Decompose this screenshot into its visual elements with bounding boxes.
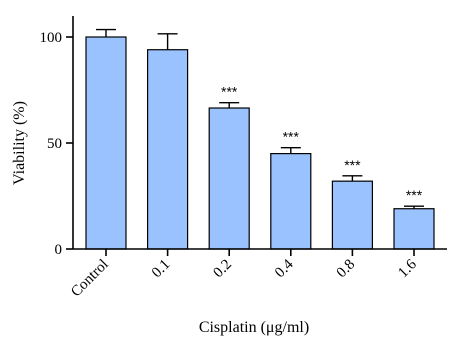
x-tick-label-0: Control bbox=[68, 257, 112, 301]
significance-label-2: *** bbox=[221, 84, 238, 100]
significance-labels: *** *** *** *** bbox=[221, 84, 423, 203]
y-axis-title: Viability (%) bbox=[11, 101, 28, 185]
error-bar-2 bbox=[219, 102, 240, 109]
x-tick-label-2: 0.2 bbox=[210, 257, 235, 282]
x-axis-title: Cisplatin (μg/ml) bbox=[199, 319, 309, 336]
bar-4 bbox=[331, 180, 373, 250]
significance-label-5: *** bbox=[406, 187, 423, 203]
y-tick-label-0: 0 bbox=[55, 242, 63, 258]
bar-0 bbox=[85, 36, 127, 250]
x-axis-ticks: Control 0.1 0.2 0.4 0.8 1.6 bbox=[68, 249, 420, 300]
significance-label-3: *** bbox=[283, 129, 300, 145]
error-bar-3 bbox=[280, 146, 301, 154]
error-bar-1 bbox=[157, 33, 178, 50]
bar-5 bbox=[393, 208, 435, 250]
error-bar-5 bbox=[404, 205, 424, 209]
x-tick-label-5: 1.6 bbox=[395, 256, 420, 281]
bar-2 bbox=[208, 107, 250, 250]
bar-3 bbox=[270, 153, 312, 250]
bar-1 bbox=[147, 49, 189, 250]
x-tick-label-4: 0.8 bbox=[334, 257, 359, 282]
error-bar-4 bbox=[342, 175, 363, 182]
x-tick-label-1: 0.1 bbox=[149, 257, 174, 282]
bars bbox=[85, 36, 435, 250]
y-tick-label-2: 100 bbox=[40, 30, 63, 46]
error-bar-0 bbox=[96, 28, 116, 37]
significance-label-4: *** bbox=[344, 157, 361, 173]
y-tick-label-1: 50 bbox=[47, 136, 62, 152]
x-tick-label-3: 0.4 bbox=[272, 256, 297, 281]
error-bars bbox=[96, 28, 424, 209]
y-axis-ticks: 0 50 100 bbox=[40, 30, 73, 258]
